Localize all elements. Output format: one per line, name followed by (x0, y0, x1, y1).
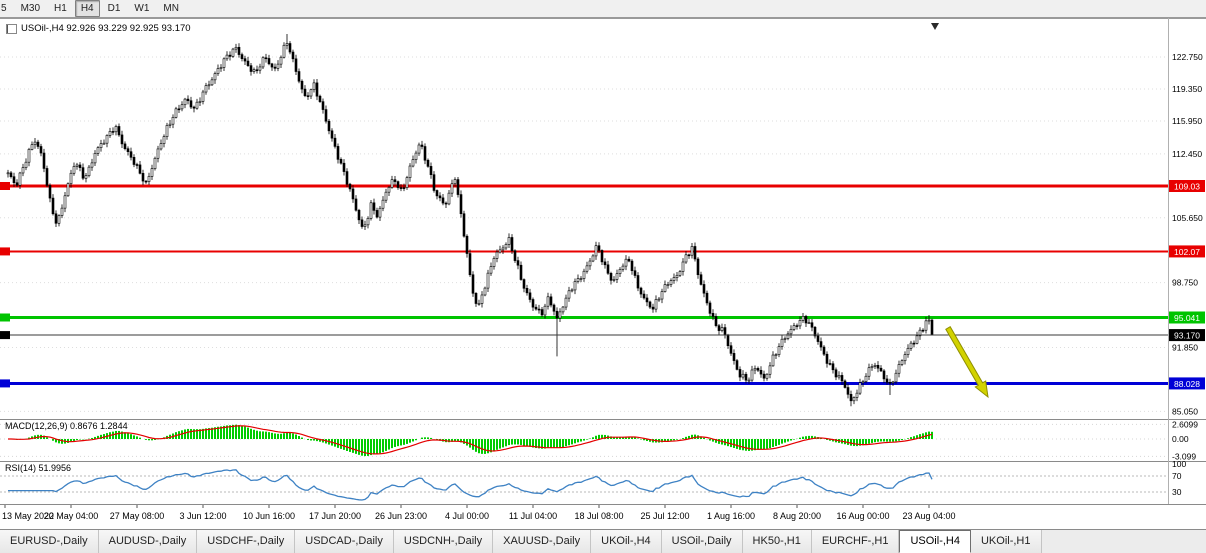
tab-eurchf-h1[interactable]: EURCHF-,H1 (811, 530, 900, 553)
svg-text:98.750: 98.750 (1172, 278, 1198, 288)
price-badge-95.041 (1169, 311, 1205, 324)
current-price-badge (1169, 329, 1205, 342)
left-marker-102.07 (0, 247, 10, 256)
time-label: 4 Jul 00:00 (445, 511, 489, 521)
candles (6, 34, 934, 407)
svg-text:109.03: 109.03 (1174, 182, 1200, 192)
svg-text:30: 30 (1172, 487, 1182, 497)
period-button-d1[interactable]: D1 (107, 3, 121, 14)
svg-text:70: 70 (1172, 471, 1182, 481)
svg-text:119.350: 119.350 (1172, 84, 1202, 94)
period-button-5[interactable]: 5 (1, 3, 7, 14)
price-axis-labels: 122.750 119.350 115.950 112.450 105.650 98.75… (1172, 52, 1203, 416)
period-button-h4[interactable]: H4 (74, 0, 100, 17)
time-label: 3 Jun 12:00 (179, 511, 226, 521)
svg-text:0.00: 0.00 (1172, 434, 1189, 444)
time-label: 25 Jul 12:00 (640, 511, 689, 521)
time-label: 27 May 08:00 (110, 511, 165, 521)
tab-usoil-daily[interactable]: USOil-,Daily (661, 530, 743, 553)
tab-usdcad-daily[interactable]: USDCAD-,Daily (295, 530, 394, 553)
main-chart[interactable]: 122.750 119.350 115.950 112.450 105.650 98.75… (0, 18, 1206, 419)
svg-text:105.650: 105.650 (1172, 213, 1203, 223)
period-button-m30[interactable]: M30 (20, 3, 41, 14)
svg-text:102.07: 102.07 (1174, 247, 1200, 257)
svg-text:91.850: 91.850 (1172, 342, 1198, 352)
period-toolbar: 5 M30 H1 H4 D1 W1 MN (0, 0, 1206, 18)
period-button-w1[interactable]: W1 (134, 3, 150, 14)
time-label: 20 May 04:00 (44, 511, 99, 521)
tab-eurusd-daily[interactable]: EURUSD-,Daily (0, 530, 99, 553)
tab-usdchf-daily[interactable]: USDCHF-,Daily (197, 530, 296, 553)
price-badge-88.028 (1169, 377, 1205, 390)
time-label: 8 Aug 20:00 (773, 511, 821, 521)
svg-text:2.6099: 2.6099 (1172, 419, 1198, 429)
trend-arrow[interactable] (945, 326, 989, 399)
time-label: 26 Jun 23:00 (375, 511, 427, 521)
time-label: 23 Aug 04:00 (902, 511, 955, 521)
period-button-h1[interactable]: H1 (54, 3, 67, 14)
time-label: 11 Jul 04:00 (509, 511, 557, 521)
time-label: 10 Jun 16:00 (243, 511, 295, 521)
macd-histogram (10, 424, 933, 457)
macd-signal-line (8, 425, 933, 455)
svg-text:85.050: 85.050 (1172, 406, 1198, 416)
rsi-line (8, 469, 933, 501)
svg-text:88.028: 88.028 (1174, 379, 1200, 389)
svg-text:115.950: 115.950 (1172, 116, 1202, 126)
time-label: 17 Jun 20:00 (309, 511, 361, 521)
macd-panel[interactable]: 2.6099 0.00 -3.099 (0, 419, 1206, 461)
time-label: 16 Aug 00:00 (836, 511, 889, 521)
svg-text:93.170: 93.170 (1174, 331, 1200, 341)
price-badge-102.07 (1169, 245, 1205, 258)
tab-xauusd-daily[interactable]: XAUUSD-,Daily (493, 530, 592, 553)
tab-usoil-h4[interactable]: USOil-,H4 (899, 530, 971, 553)
svg-text:100: 100 (1172, 461, 1186, 469)
period-button-mn[interactable]: MN (163, 3, 179, 14)
symbol-tabbar: EURUSD-,Daily AUDUSD-,Daily USDCHF-,Daily U… (0, 529, 1206, 553)
tab-ukoil-h1[interactable]: UKOil-,H1 (970, 530, 1042, 553)
svg-text:95.041: 95.041 (1174, 313, 1200, 323)
price-grid (0, 56, 1168, 412)
time-label: 13 May 2022 (2, 511, 54, 521)
left-marker-95.041 (0, 313, 10, 322)
left-marker-88.028 (0, 379, 10, 388)
rsi-panel[interactable]: 100 70 30 (0, 461, 1206, 504)
time-label: 1 Aug 16:00 (707, 511, 755, 521)
svg-text:-3.099: -3.099 (1172, 451, 1196, 461)
svg-text:122.750: 122.750 (1172, 52, 1203, 62)
tab-usdcnh-daily[interactable]: USDCNH-,Daily (393, 530, 494, 553)
chart-shift-marker[interactable] (931, 23, 939, 30)
tab-hk50-h1[interactable]: HK50-,H1 (742, 530, 812, 553)
tab-audusd-daily[interactable]: AUDUSD-,Daily (98, 530, 198, 553)
time-label: 18 Jul 08:00 (574, 511, 623, 521)
left-marker-109.03 (0, 182, 10, 190)
price-badge-109.03 (1169, 180, 1205, 192)
svg-text:112.450: 112.450 (1172, 149, 1202, 159)
tab-ukoil-h4[interactable]: UKOil-,H4 (591, 530, 662, 553)
